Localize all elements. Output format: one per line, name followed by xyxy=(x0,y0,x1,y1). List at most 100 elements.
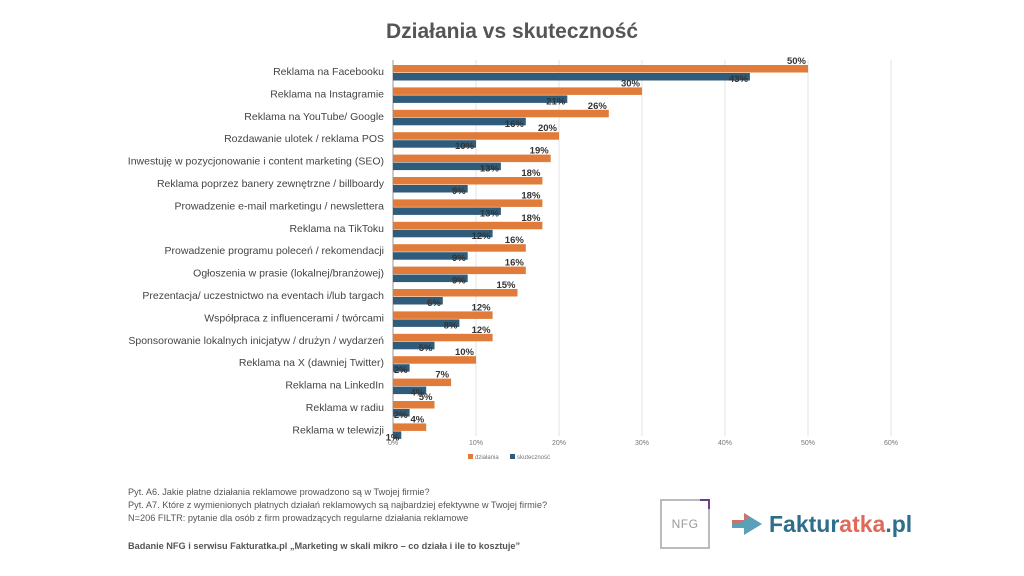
data-label-dzialania: 15% xyxy=(496,280,516,291)
category-label: Reklama poprzez banery zewnętrzne / bill… xyxy=(157,178,385,190)
data-label-skutecznosc: 13% xyxy=(480,164,500,175)
data-label-skutecznosc: 2% xyxy=(394,410,408,421)
bar-dzialania xyxy=(393,221,543,230)
data-label-dzialania: 16% xyxy=(505,258,525,269)
category-label: Prezentacja/ uczestnictwo na eventach i/… xyxy=(142,290,384,302)
bar-skutecznosc xyxy=(393,252,468,260)
bar-skutecznosc xyxy=(393,297,443,305)
category-label: Prowadzenie programu poleceń / rekomenda… xyxy=(165,245,384,257)
bar-skutecznosc xyxy=(393,274,468,283)
data-label-skutecznosc: 21% xyxy=(546,96,566,107)
data-label-dzialania: 12% xyxy=(472,302,492,313)
x-tick-label: 30% xyxy=(635,440,649,447)
x-tick-label: 0% xyxy=(388,440,398,447)
x-tick-label: 20% xyxy=(552,440,566,447)
data-label-dzialania: 30% xyxy=(621,78,641,89)
legend-swatch xyxy=(510,454,515,459)
bar-skutecznosc xyxy=(393,207,501,215)
bar-dzialania xyxy=(393,289,518,297)
data-label-skutecznosc: 9% xyxy=(452,276,466,287)
bar-skutecznosc xyxy=(393,319,460,327)
data-label-dzialania: 18% xyxy=(521,213,541,224)
bar-dzialania xyxy=(393,378,452,387)
data-label-dzialania: 26% xyxy=(588,101,608,112)
category-label: Sponsorowanie lokalnych inicjatyw / druż… xyxy=(128,335,384,347)
category-label: Reklama w radiu xyxy=(306,402,384,414)
category-label: Reklama w telewizji xyxy=(292,424,384,436)
legend-label: działania xyxy=(475,455,499,461)
data-label-dzialania: 10% xyxy=(455,347,475,358)
bar-dzialania xyxy=(393,401,435,409)
bar-skutecznosc xyxy=(393,162,501,171)
bar-skutecznosc xyxy=(393,95,568,103)
bar-skutecznosc xyxy=(393,229,493,238)
bar-dzialania xyxy=(393,109,609,118)
category-label: Reklama na Instagramie xyxy=(270,88,384,100)
data-label-dzialania: 7% xyxy=(435,370,449,381)
bar-skutecznosc xyxy=(393,117,526,126)
note-question-a7: Pyt. A7. Które z wymienionych płatnych d… xyxy=(128,500,548,510)
bar-dzialania xyxy=(393,423,427,431)
data-label-dzialania: 50% xyxy=(787,56,807,67)
study-credit: Badanie NFG i serwisu Fakturatka.pl „Mar… xyxy=(128,541,521,551)
bar-skutecznosc xyxy=(393,386,427,395)
bar-dzialania xyxy=(393,311,493,319)
data-label-skutecznosc: 43% xyxy=(729,74,749,85)
bar-dzialania xyxy=(393,132,559,140)
fakturatka-arrow-icon xyxy=(732,513,762,535)
bar-dzialania xyxy=(393,177,543,185)
fakturatka-wordmark-accent: atka xyxy=(839,510,886,537)
data-label-skutecznosc: 9% xyxy=(452,253,466,264)
bar-dzialania xyxy=(393,244,526,252)
chart-title: Działania vs skuteczność xyxy=(385,20,639,43)
category-label: Prowadzenie e-mail marketingu / newslett… xyxy=(174,200,384,212)
fakturatka-wordmark-suffix: .pl xyxy=(885,510,913,537)
category-label: Ogłoszenia w prasie (lokalnej/branżowej) xyxy=(193,268,384,280)
category-label: Reklama na TikToku xyxy=(289,223,384,235)
bar-dzialania xyxy=(393,266,526,275)
note-question-a6: Pyt. A6. Jakie płatne działania reklamow… xyxy=(128,487,430,497)
data-label-dzialania: 16% xyxy=(505,235,525,246)
bar-dzialania xyxy=(393,65,808,73)
bar-dzialania xyxy=(393,199,543,207)
bar-skutecznosc xyxy=(393,73,750,81)
data-label-skutecznosc: 8% xyxy=(444,320,458,331)
bar-skutecznosc xyxy=(393,140,476,148)
category-label: Inwestuję w pozycjonowanie i content mar… xyxy=(128,156,384,168)
category-label: Rozdawanie ulotek / reklama POS xyxy=(224,133,384,145)
data-label-dzialania: 19% xyxy=(530,146,550,157)
data-label-skutecznosc: 9% xyxy=(452,186,466,197)
data-label-dzialania: 20% xyxy=(538,123,558,134)
legend-label: skuteczność xyxy=(517,455,550,461)
note-sample: N=206 FILTR: pytanie dla osób z firm pro… xyxy=(128,513,469,523)
bar-skutecznosc xyxy=(393,364,410,372)
data-label-dzialania: 18% xyxy=(521,190,541,201)
x-tick-label: 10% xyxy=(469,440,483,447)
legend-swatch xyxy=(468,454,473,459)
category-label: Reklama na LinkedIn xyxy=(285,380,384,392)
data-label-dzialania: 18% xyxy=(521,168,541,179)
x-tick-label: 60% xyxy=(884,440,898,447)
nfg-corner-mark xyxy=(700,499,710,509)
data-label-skutecznosc: 2% xyxy=(394,365,408,376)
fakturatka-wordmark-main: Faktur xyxy=(769,510,840,537)
category-label: Współpraca z influencerami / twórcami xyxy=(204,312,384,324)
category-label: Reklama na YouTube/ Google xyxy=(244,111,384,123)
data-label-skutecznosc: 5% xyxy=(419,343,433,354)
bar-dzialania xyxy=(393,87,642,95)
nfg-logo-text: NFG xyxy=(671,517,699,531)
bar-dzialania xyxy=(393,356,476,364)
data-label-skutecznosc: 12% xyxy=(472,231,492,242)
x-tick-label: 40% xyxy=(718,440,732,447)
bar-dzialania xyxy=(393,154,551,163)
data-label-skutecznosc: 16% xyxy=(505,119,525,130)
data-label-skutecznosc: 1% xyxy=(386,432,400,443)
bar-skutecznosc xyxy=(393,341,435,350)
fakturatka-wordmark: Fakturatka.pl xyxy=(769,511,912,538)
data-label-dzialania: 5% xyxy=(419,392,433,403)
bar-skutecznosc xyxy=(393,431,402,439)
bar-chart: 0% 10% 20% 30% 40% 50% 60% Reklama na Facebooku… xyxy=(128,56,898,461)
bar-skutecznosc xyxy=(393,185,468,193)
category-label: Reklama na Facebooku xyxy=(273,66,384,78)
data-label-skutecznosc: 6% xyxy=(427,298,441,309)
